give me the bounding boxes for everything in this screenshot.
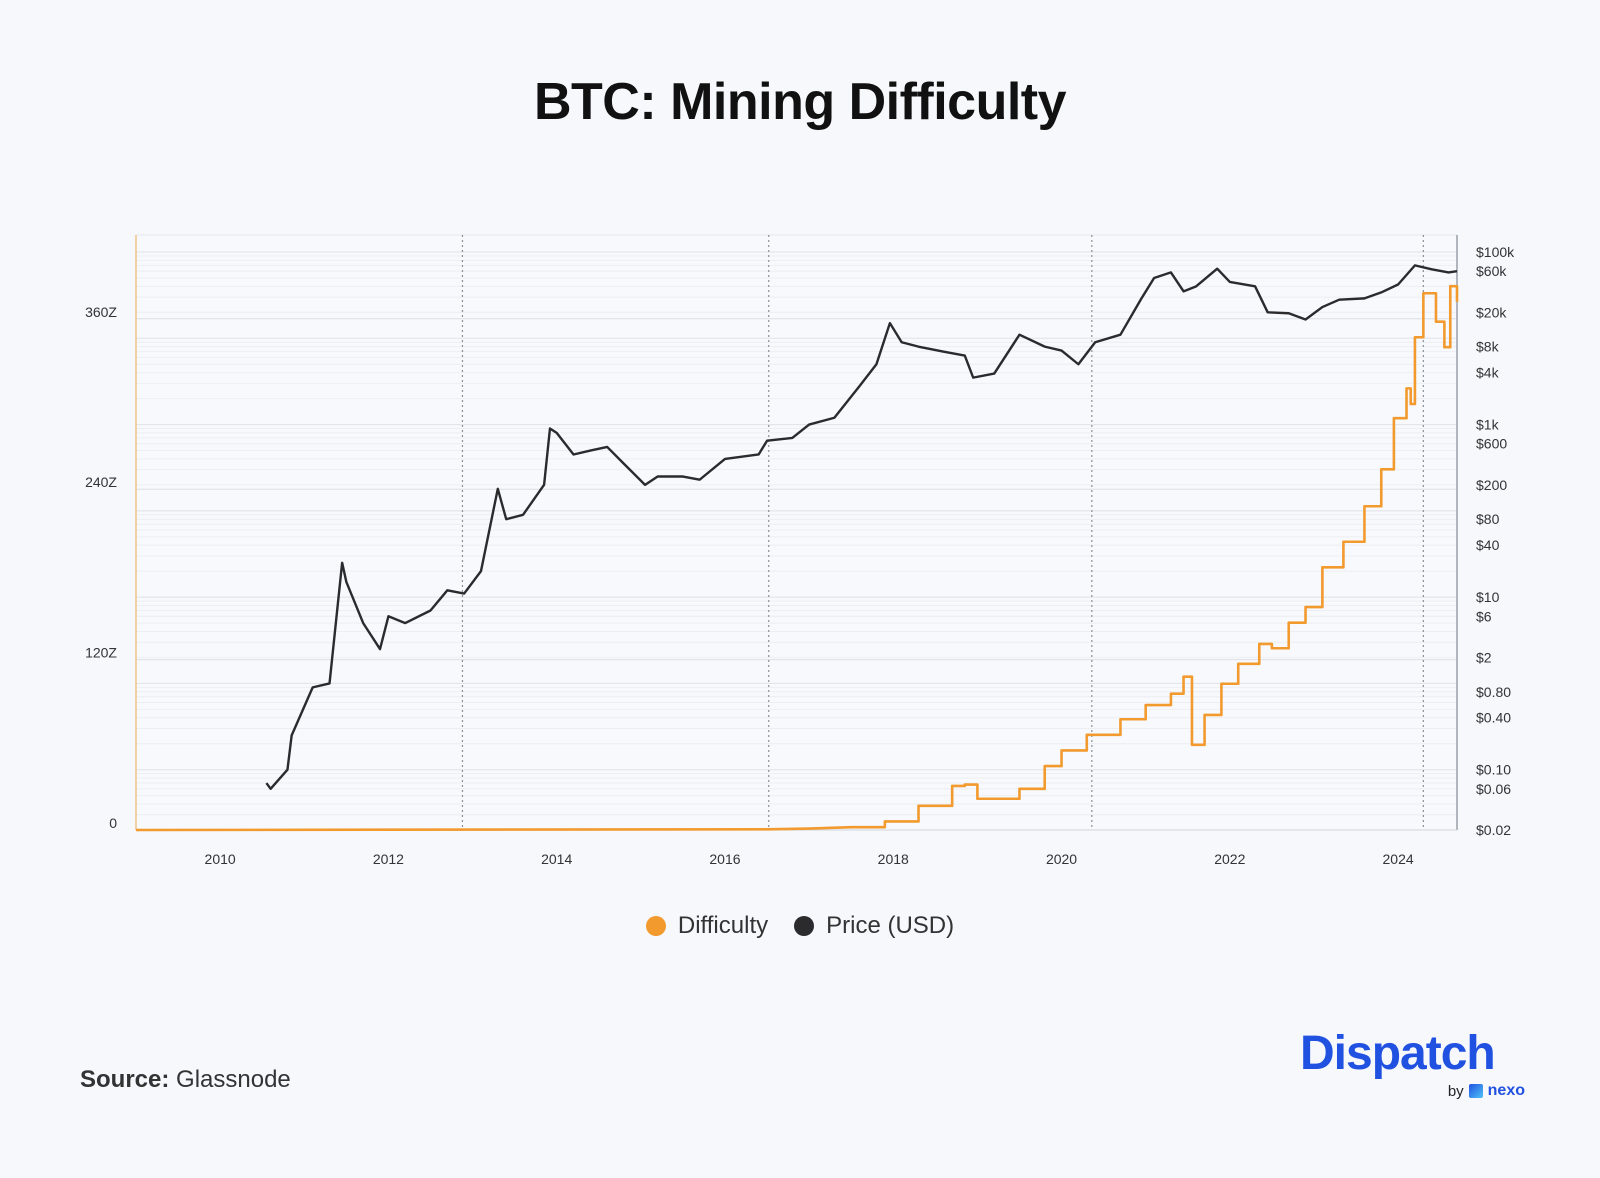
legend-label: Price (USD) [826,912,955,939]
right-tick-label: $10 [1476,589,1500,605]
x-tick-label: 2012 [373,851,404,867]
left-tick-label: 120Z [85,645,117,661]
series-lines [135,264,1459,832]
right-tick-label: $6 [1476,608,1492,624]
left-tick-label: 240Z [85,474,117,490]
right-tick-label: $0.02 [1476,822,1511,838]
right-tick-label: $100k [1476,244,1515,260]
right-tick-label: $1k [1476,417,1500,433]
chart-title: BTC: Mining Difficulty [533,73,1067,131]
right-tick-label: $0.10 [1476,762,1511,778]
series-line-price [265,264,1458,791]
right-tick-label: $80 [1476,511,1500,527]
legend-label: Difficulty [677,912,769,939]
tick-labels: 2010 2012 2014 2016 2018 2020 2022 2024 0 120Z 240… [85,244,1515,867]
left-tick-label: 360Z [85,304,117,320]
right-tick-label: $60k [1476,263,1507,279]
right-tick-label: $0.80 [1476,684,1511,700]
right-tick-label: $600 [1476,436,1507,452]
legend-dot-price [794,916,815,936]
right-tick-label: $2 [1476,649,1492,665]
legend-dot-difficulty [645,916,666,936]
right-tick-label: $4k [1476,365,1500,381]
halving-markers [461,235,1424,830]
plot-area [135,234,1458,831]
legend-item-difficulty[interactable]: Difficulty [645,912,769,940]
right-tick-label: $40 [1476,537,1500,553]
source-value: Glassnode [176,1066,291,1093]
x-tick-label: 2016 [709,851,740,867]
right-tick-label: $20k [1476,304,1507,320]
legend-item-price[interactable]: Price (USD) [794,912,954,940]
logo-brand: nexo [1487,1082,1525,1099]
dispatch-logo: Dispatch by nexo [1300,1030,1525,1100]
x-tick-label: 2020 [1046,851,1077,867]
x-tick-label: 2014 [541,851,572,867]
x-tick-label: 2024 [1383,851,1414,867]
right-tick-label: $8k [1476,339,1500,355]
right-tick-label: $0.40 [1476,710,1511,726]
legend: Difficulty Price (USD) [0,912,1600,940]
x-tick-label: 2022 [1214,851,1245,867]
nexo-icon [1468,1084,1483,1098]
x-tick-label: 2010 [205,851,236,867]
series-line-difficulty [135,284,1459,832]
x-tick-label: 2018 [878,851,909,867]
gridlines [135,234,1458,831]
source-label: Source: [80,1066,170,1093]
right-tick-label: $200 [1476,477,1507,493]
right-tick-label: $0.06 [1476,781,1511,797]
logo-byline: by nexo [1448,1082,1525,1100]
source-note: Source: Glassnode [80,1066,291,1094]
logo-wordmark: Dispatch [1300,1027,1496,1080]
logo-by: by [1447,1082,1464,1100]
left-tick-label: 0 [109,815,117,831]
